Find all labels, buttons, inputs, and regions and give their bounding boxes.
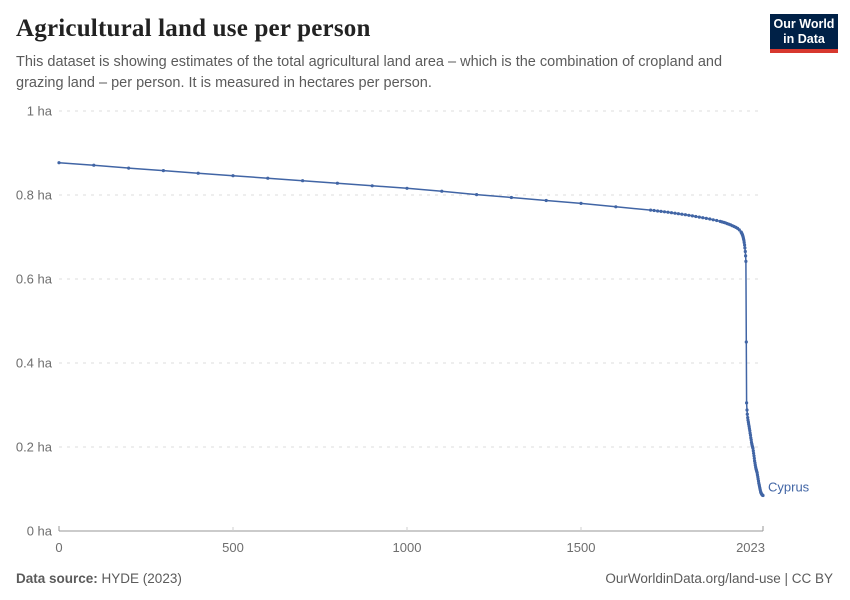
data-point-marker [743, 243, 747, 247]
data-point-marker [694, 214, 698, 219]
data-point-marker [742, 240, 746, 245]
y-axis-tick-label: 0.8 ha [16, 188, 53, 203]
data-point-marker [752, 451, 756, 455]
data-point-marker [475, 193, 479, 197]
data-point-marker [746, 416, 750, 420]
data-point-marker [697, 215, 701, 219]
y-axis-tick-label: 0 ha [27, 524, 53, 539]
data-point-marker [761, 493, 765, 498]
x-axis-tick-label: 1000 [393, 540, 422, 555]
data-point-marker [737, 228, 741, 232]
data-point-marker [687, 213, 691, 217]
trend-line-cyprus[interactable] [58, 161, 764, 497]
data-point-marker [440, 189, 444, 193]
data-point-marker [744, 259, 748, 263]
data-point-marker [662, 210, 667, 214]
data-point-marker [751, 449, 755, 453]
data-point-marker [669, 211, 674, 215]
data-point-marker [701, 216, 705, 220]
data-point-marker [92, 163, 96, 167]
data-point-marker [161, 169, 165, 173]
x-axis-tick-label: 500 [222, 540, 244, 555]
data-point-marker [683, 213, 688, 217]
data-point-marker [748, 433, 753, 437]
data-source-value: HYDE (2023) [101, 570, 182, 586]
data-point-marker [711, 218, 715, 222]
data-point-marker [751, 446, 755, 450]
x-axis-tick-label: 2023 [736, 540, 765, 555]
page-title: Agricultural land use per person [16, 15, 371, 42]
line-chart-svg[interactable]: 0 ha 0.2 ha 0.4 ha 0.6 ha 0.8 ha 1 ha 0 500 1000… [0, 95, 850, 565]
data-point-marker [649, 208, 653, 212]
data-point-marker [743, 246, 747, 250]
owid-logo[interactable]: Our World in Data [770, 14, 838, 53]
data-point-marker [745, 401, 749, 405]
data-point-marker [745, 412, 749, 416]
data-point-marker [656, 209, 660, 213]
data-point-marker [666, 210, 670, 214]
data-point-marker [748, 429, 752, 433]
data-point-marker [676, 212, 681, 216]
entity-label-cyprus[interactable]: Cyprus [768, 480, 810, 495]
data-point-marker [335, 181, 339, 185]
data-point-marker [231, 174, 235, 178]
owid-logo-line1: Our World [773, 17, 835, 31]
data-point-marker [652, 208, 656, 213]
data-point-marker [752, 456, 756, 460]
data-point-marker [266, 176, 270, 180]
x-axis-tick-label: 1500 [567, 540, 596, 555]
data-point-marker [614, 205, 618, 209]
data-point-marker [744, 254, 748, 258]
data-point-marker [704, 216, 708, 220]
data-source: Data source: HYDE (2023) [16, 571, 182, 586]
y-axis-tick-label: 0.4 ha [16, 356, 53, 371]
y-axis-tick-label: 0.6 ha [16, 272, 53, 287]
data-point-marker [196, 171, 200, 175]
data-source-label: Data source: [16, 570, 98, 586]
data-point-marker [715, 218, 719, 223]
data-point-marker [579, 201, 583, 205]
chart-area[interactable]: 0 ha 0.2 ha 0.4 ha 0.6 ha 0.8 ha 1 ha 0 500 1000… [0, 95, 850, 565]
data-point-marker [659, 209, 663, 213]
credit-link[interactable]: OurWorldinData.org/land-use | CC BY [605, 570, 833, 586]
data-point-marker [708, 217, 712, 221]
data-point-marker [749, 438, 753, 442]
data-point-marker [743, 249, 747, 254]
data-point-marker [752, 454, 756, 458]
data-point-marker [690, 214, 695, 218]
data-point-marker [301, 179, 305, 183]
data-point-marker [509, 195, 513, 200]
owid-logo-red-bar [770, 49, 838, 53]
y-axis-tick-label: 0.2 ha [16, 440, 53, 455]
data-point-marker [745, 408, 749, 412]
data-point-marker [744, 340, 748, 344]
footer: Data source: HYDE (2023) OurWorldinData.… [16, 567, 833, 589]
y-axis-tick-label: 1 ha [27, 104, 53, 119]
chart-subtitle: This dataset is showing estimates of the… [16, 54, 723, 91]
data-point-marker [405, 186, 409, 190]
data-point-marker [673, 211, 677, 215]
owid-logo-line2: in Data [783, 32, 825, 46]
owid-logo-text: Our World in Data [770, 14, 838, 49]
data-point-marker [544, 198, 548, 203]
data-point-marker [57, 161, 61, 165]
data-point-marker [680, 212, 684, 216]
data-point-marker [127, 166, 131, 170]
x-axis-tick-label: 0 [55, 540, 62, 555]
data-point-marker [370, 184, 374, 188]
